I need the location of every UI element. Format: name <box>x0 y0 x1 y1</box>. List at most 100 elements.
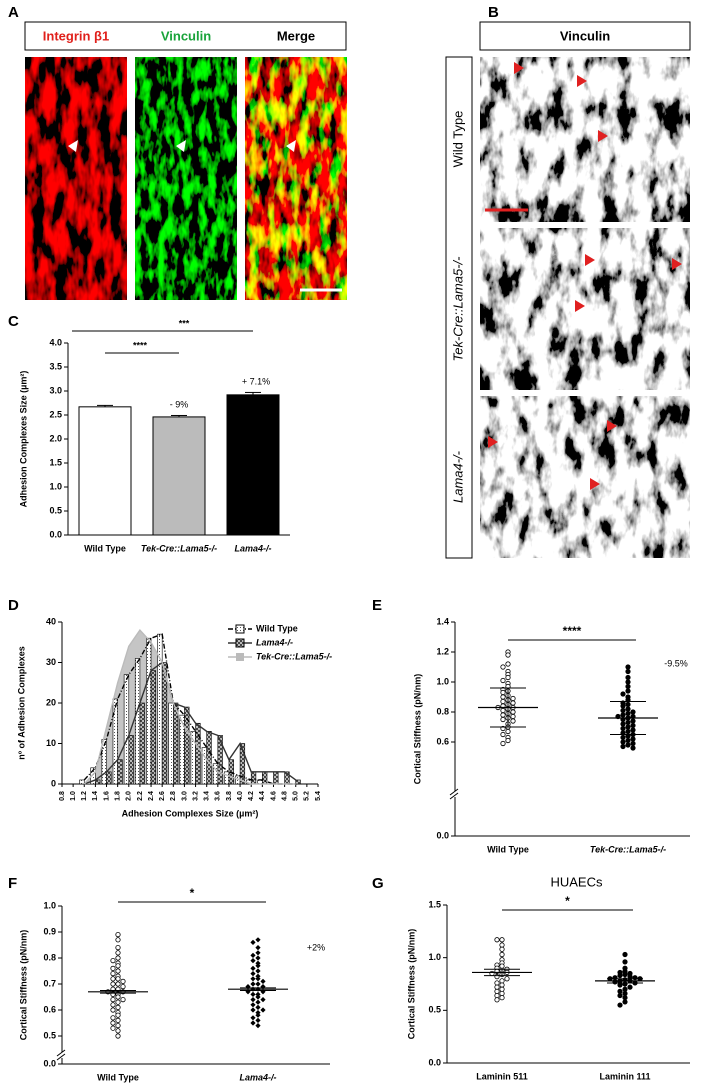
data-point <box>120 978 126 985</box>
data-point <box>617 1002 623 1008</box>
bar <box>195 722 201 785</box>
y-axis-label: nº of Adhesion Complexes <box>16 646 26 759</box>
data-point <box>499 995 505 1001</box>
data-point <box>115 968 121 974</box>
y-tick-label: 1.2 <box>436 646 449 656</box>
bar <box>250 771 257 785</box>
data-point <box>505 674 511 681</box>
y-axis-label: Adhesion Complexes Size (µm²) <box>18 371 28 508</box>
x-tick-label: Laminin 111 <box>599 1071 650 1081</box>
x-tick-label: 3.0 <box>181 791 188 801</box>
data-point <box>499 982 505 988</box>
y-tick-label: 0.9 <box>43 926 56 936</box>
data-point <box>622 959 628 965</box>
y-tick-label: 0.6 <box>436 736 449 746</box>
micrograph <box>480 228 690 390</box>
x-tick-label: 0.8 <box>59 791 66 801</box>
bar <box>134 658 141 785</box>
axis-break <box>56 1053 66 1061</box>
bar <box>168 702 174 785</box>
data-point <box>620 743 626 750</box>
y-tick-label: 2.0 <box>49 433 62 443</box>
panel-label: C <box>8 313 19 330</box>
data-point <box>110 976 116 982</box>
series-line <box>84 661 297 785</box>
data-point <box>625 688 631 694</box>
data-point <box>115 976 121 982</box>
data-point <box>250 981 256 987</box>
panel-label: B <box>488 4 499 21</box>
y-tick-label: 1.0 <box>43 900 56 910</box>
header-box <box>24 21 347 51</box>
arrowheads <box>488 62 682 490</box>
annotation: +2% <box>307 942 325 952</box>
data-point <box>110 1002 116 1008</box>
data-point <box>255 963 261 969</box>
data-point <box>617 972 623 979</box>
data-point <box>620 725 626 732</box>
x-tick-label: 2.4 <box>148 791 155 801</box>
axis-break <box>449 788 459 796</box>
data-point <box>494 997 500 1003</box>
y-axis-label: Cortical Stiffness (pN/nm) <box>18 930 28 1041</box>
data-point <box>245 989 251 995</box>
data-point <box>622 990 628 997</box>
bar <box>79 779 85 785</box>
x-tick-label: Wild Type <box>487 844 529 854</box>
data-point <box>255 999 261 1005</box>
series-line <box>83 633 296 785</box>
y-axis-label: Cortical Stiffness (pN/nm) <box>406 929 416 1040</box>
header-box <box>479 21 691 51</box>
data-point <box>622 999 628 1005</box>
bar <box>226 394 280 536</box>
header-title: Vinculin <box>560 28 610 43</box>
y-tick-label: 0.5 <box>428 1005 441 1015</box>
data-point <box>110 1007 116 1013</box>
data-point <box>250 952 256 958</box>
bar <box>146 637 152 785</box>
data-point <box>617 988 623 994</box>
data-point <box>499 937 505 943</box>
bar <box>123 674 130 785</box>
data-point <box>630 740 636 747</box>
data-point <box>250 991 256 997</box>
data-point <box>620 712 626 718</box>
x-tick-label: 1.6 <box>103 791 110 801</box>
data-point <box>500 698 506 705</box>
data-point <box>115 955 121 961</box>
panel-label: G <box>372 875 384 892</box>
x-tick-label: 3.4 <box>204 791 211 801</box>
y-tick-label: 0.0 <box>436 830 449 840</box>
data-point <box>115 999 121 1005</box>
data-point <box>620 707 626 714</box>
bar <box>106 771 112 785</box>
bar <box>150 670 157 785</box>
data-point <box>115 1017 121 1024</box>
data-point <box>260 984 266 990</box>
bar <box>239 743 246 785</box>
bar <box>184 706 190 785</box>
bar <box>161 662 168 785</box>
data-point <box>494 937 500 943</box>
micrograph <box>480 57 690 222</box>
data-point <box>250 971 256 977</box>
data-point <box>255 994 261 1000</box>
y-tick-label: 10 <box>46 738 56 748</box>
x-tick-label: 5.0 <box>293 791 300 801</box>
annotation: **** <box>563 624 582 638</box>
data-point <box>120 983 126 990</box>
x-tick-label: 4.4 <box>259 791 266 801</box>
y-tick-label: 40 <box>46 616 56 626</box>
x-tick-label: 5.4 <box>315 791 322 801</box>
y-tick-label: 0.7 <box>43 978 56 988</box>
annotation: **** <box>133 340 148 350</box>
data-point <box>110 981 116 987</box>
data-point <box>500 677 506 684</box>
data-point <box>110 957 116 964</box>
x-tick-label: 2.2 <box>137 791 144 801</box>
x-tick-label: Wild Type <box>84 543 126 553</box>
x-tick-label: Lama4-/- <box>234 543 271 553</box>
data-point <box>115 937 121 943</box>
data-point <box>625 668 631 675</box>
